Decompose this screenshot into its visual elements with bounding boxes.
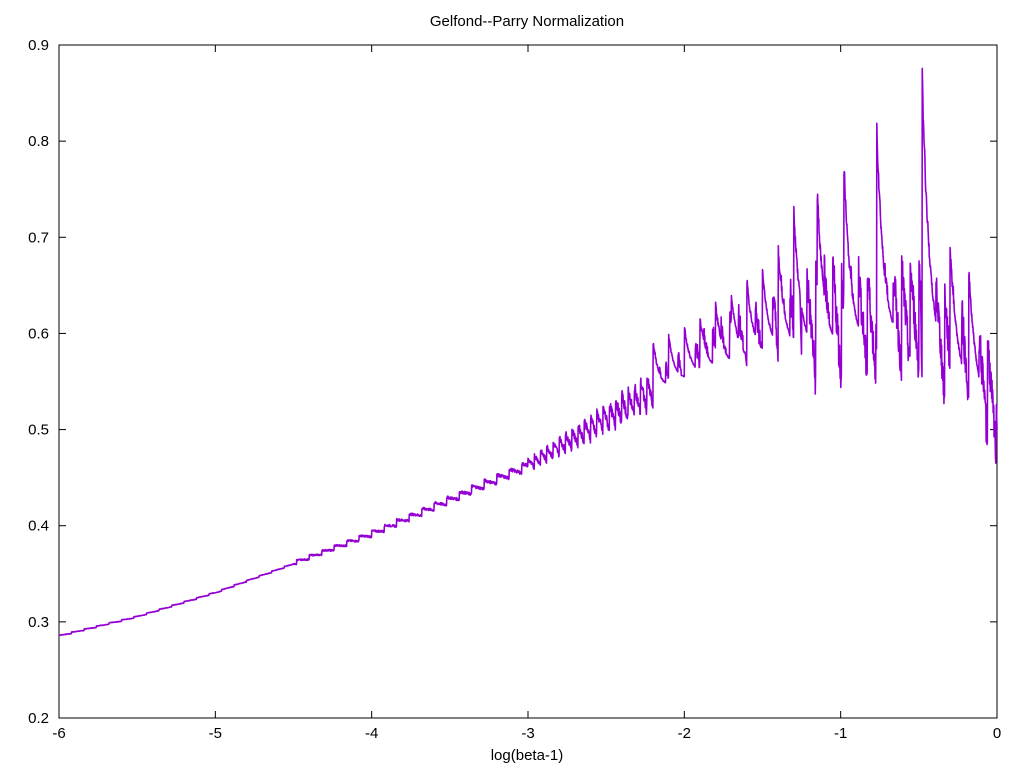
y-tick-label: 0.9 <box>28 37 49 54</box>
x-tick-label: 0 <box>993 725 1001 742</box>
y-tick-label: 0.4 <box>28 518 49 535</box>
tick-group <box>58 44 998 719</box>
y-tick-label: 0.5 <box>28 422 49 439</box>
y-tick-label: 0.6 <box>28 325 49 342</box>
series-line <box>58 67 998 637</box>
chart-title: Gelfond--Parry Normalization <box>430 13 624 30</box>
y-tick-label: 0.3 <box>28 614 49 631</box>
y-tick-label: 0.8 <box>28 133 49 150</box>
x-tick-label: -5 <box>209 725 222 742</box>
x-tick-label: -6 <box>52 725 65 742</box>
x-tick-label: -1 <box>834 725 847 742</box>
x-tick-label: -3 <box>521 725 534 742</box>
x-axis-label: log(beta-1) <box>491 747 564 764</box>
x-tick-label: -2 <box>678 725 691 742</box>
plot-frame <box>58 44 998 719</box>
series-layer <box>58 67 998 637</box>
x-tick-label: -4 <box>365 725 378 742</box>
y-tick-label: 0.7 <box>28 229 49 246</box>
y-tick-label: 0.2 <box>28 710 49 727</box>
tick-label-group: -6 -5 -4 -3 -2 -1 0 0.2 0.3 0.4 0.5 0.6 0.7 0.8 0.9 <box>28 37 1001 742</box>
